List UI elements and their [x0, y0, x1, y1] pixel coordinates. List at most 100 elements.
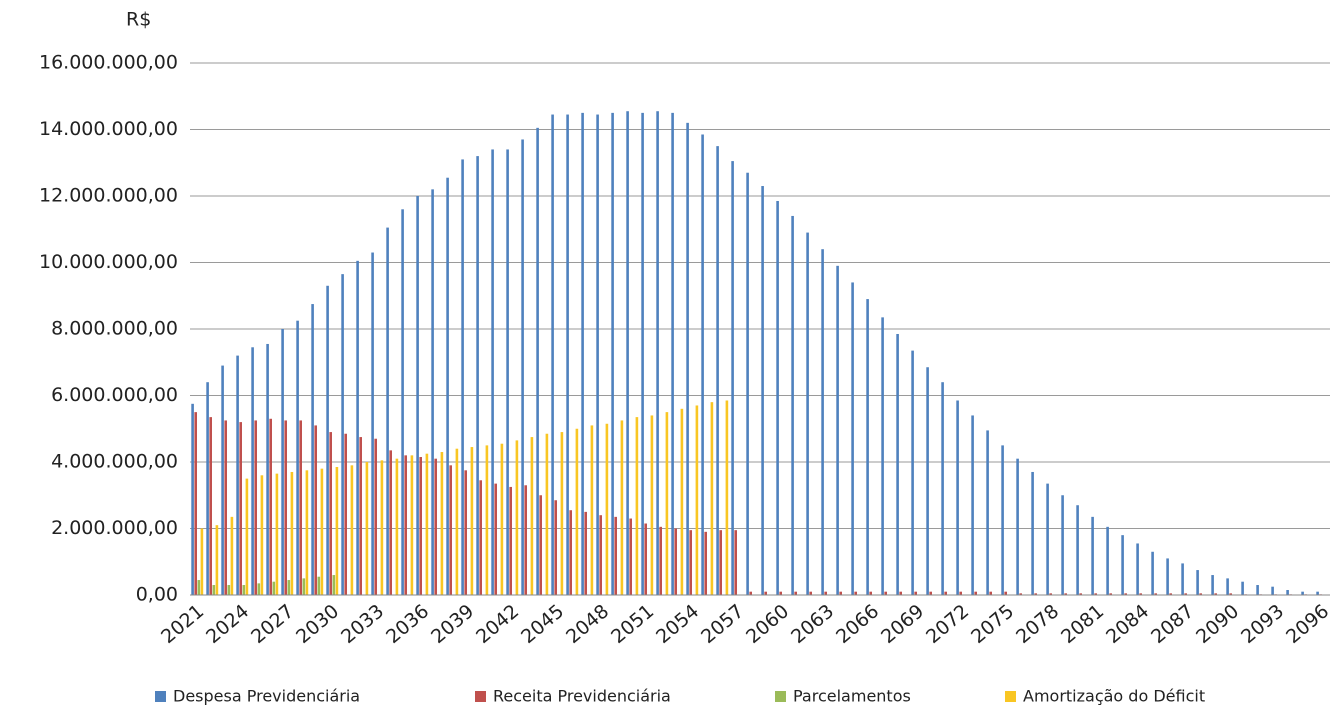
bar	[1166, 558, 1169, 595]
bar	[311, 304, 314, 595]
bar	[836, 265, 839, 595]
bar	[734, 530, 737, 595]
bar	[416, 196, 419, 595]
bar	[215, 525, 219, 595]
bar	[590, 425, 594, 595]
bar	[335, 466, 339, 595]
legend-swatch	[1005, 691, 1016, 702]
x-tick-label: 2084	[1102, 600, 1153, 648]
y-tick-label: 4.000.000,00	[51, 451, 178, 473]
bar	[1214, 593, 1217, 595]
bar	[575, 428, 579, 595]
bar	[686, 122, 689, 595]
bar	[374, 438, 377, 595]
bar	[1001, 445, 1004, 595]
bar	[539, 495, 542, 595]
bar	[389, 450, 392, 595]
bar	[530, 437, 534, 595]
bar	[821, 249, 824, 595]
bar	[596, 114, 599, 595]
bar	[641, 112, 644, 595]
bar	[959, 591, 962, 595]
bar	[839, 591, 842, 595]
bar	[1121, 535, 1124, 595]
bar	[1151, 551, 1154, 595]
bar	[695, 405, 699, 595]
bar	[779, 591, 782, 595]
x-tick-label: 2048	[562, 600, 613, 648]
bar	[746, 172, 749, 595]
x-tick-label: 2036	[382, 600, 433, 648]
bar	[470, 447, 474, 595]
bar	[644, 523, 647, 595]
bar	[461, 159, 464, 596]
bar	[689, 530, 692, 595]
bar	[614, 516, 617, 595]
bar	[191, 403, 194, 595]
bar	[194, 412, 197, 595]
x-tick-label: 2066	[832, 600, 883, 648]
bar	[485, 445, 489, 595]
bar	[440, 452, 444, 595]
bar	[854, 591, 857, 595]
bar	[896, 333, 899, 595]
bar	[1079, 593, 1082, 595]
bar	[449, 465, 452, 595]
bar	[476, 156, 479, 595]
bar	[245, 478, 249, 595]
y-tick-label: 16.000.000,00	[39, 52, 178, 74]
bar	[284, 420, 287, 595]
bar	[926, 367, 929, 595]
bar	[524, 485, 527, 595]
bar	[320, 468, 324, 595]
bar	[701, 134, 704, 596]
bar	[371, 252, 374, 595]
x-tick-label: 2087	[1147, 600, 1198, 648]
y-tick-label: 8.000.000,00	[51, 318, 178, 340]
legend-label: Amortização do Déficit	[1023, 687, 1205, 706]
bar	[299, 420, 302, 595]
bar	[1091, 516, 1094, 595]
bar	[1301, 591, 1304, 595]
bar	[710, 402, 714, 595]
bar	[254, 420, 257, 595]
bar	[1061, 495, 1064, 595]
bar	[197, 580, 201, 595]
bar	[971, 415, 974, 595]
x-tick-label: 2045	[517, 600, 568, 648]
bar	[809, 591, 812, 595]
bar	[1109, 593, 1112, 595]
bar	[290, 471, 294, 595]
bar	[581, 112, 584, 595]
bar	[869, 591, 872, 595]
legend-swatch	[155, 691, 166, 702]
y-axis-label: R$	[126, 9, 151, 31]
bar	[620, 420, 624, 595]
bar	[554, 500, 557, 595]
bar	[566, 114, 569, 595]
bar	[806, 232, 809, 595]
bar	[749, 591, 752, 595]
y-tick-label: 2.000.000,00	[51, 517, 178, 539]
bar	[1106, 526, 1109, 595]
bar	[272, 581, 276, 595]
bar	[1154, 593, 1157, 595]
bar	[356, 260, 359, 595]
bar	[929, 591, 932, 595]
x-tick-label: 2057	[697, 600, 748, 648]
bar	[605, 423, 609, 595]
bar	[206, 382, 209, 595]
bar	[731, 161, 734, 595]
bar	[1139, 593, 1142, 595]
bar	[1184, 593, 1187, 595]
bar	[491, 149, 494, 595]
bar	[446, 177, 449, 595]
bar	[719, 530, 722, 595]
bar	[317, 576, 321, 595]
legend-swatch	[775, 691, 786, 702]
x-tick-label: 2081	[1057, 600, 1108, 648]
bar	[1241, 581, 1244, 595]
x-tick-label: 2024	[202, 600, 253, 648]
bar	[305, 470, 309, 595]
